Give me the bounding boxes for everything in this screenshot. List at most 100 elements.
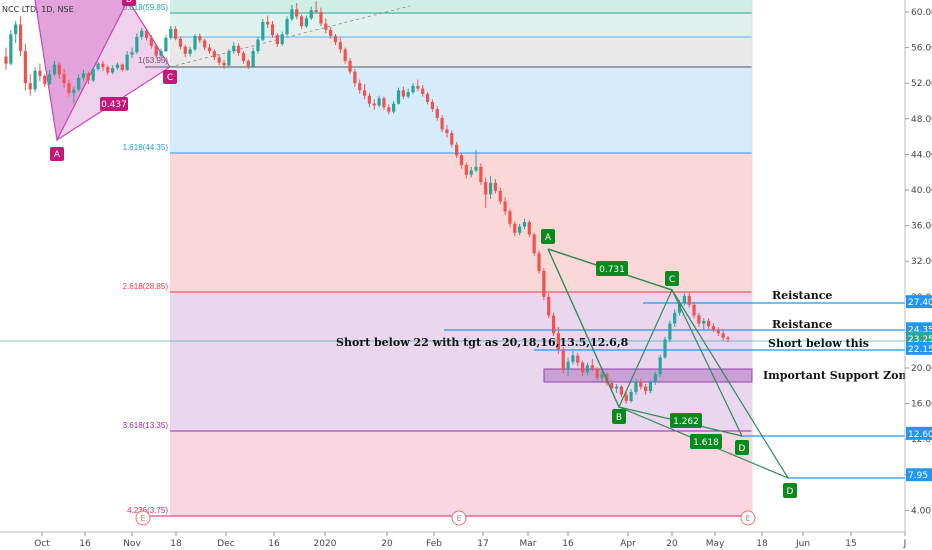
candle-body-31 bbox=[154, 45, 158, 56]
candle-body-118 bbox=[576, 355, 580, 363]
candle-body-52 bbox=[256, 39, 260, 52]
candle-body-5 bbox=[28, 83, 32, 90]
x-axis[interactable]: Oct 16 Nov 18 Dec 16 2020 20 Feb 17 Mar 16 Apr 20 May 1… bbox=[0, 531, 932, 550]
candle-body-127 bbox=[619, 386, 623, 395]
candle-body-20 bbox=[101, 63, 105, 68]
candle-body-83 bbox=[406, 92, 410, 97]
candle-body-111 bbox=[542, 270, 546, 297]
candle-body-56 bbox=[275, 35, 279, 45]
candle-body-81 bbox=[396, 90, 401, 104]
candle-body-25 bbox=[125, 54, 129, 70]
candle-body-99 bbox=[484, 181, 488, 195]
candle-body-121 bbox=[590, 365, 594, 369]
fib-label-5: 4.236(3.75) bbox=[127, 506, 168, 515]
candle-body-73 bbox=[358, 83, 362, 91]
candle-body-126 bbox=[614, 386, 619, 389]
candle-body-146 bbox=[711, 326, 716, 330]
candle-body-62 bbox=[304, 18, 309, 27]
y-axis[interactable]: 60.00 56.00 52.00 48.00 44.00 40.00 36.00 32.00… bbox=[904, 0, 932, 532]
point-d-2b: D bbox=[787, 487, 794, 497]
fib-label-3: 2.618(28.85) bbox=[123, 282, 169, 291]
candle-body-14 bbox=[72, 89, 76, 93]
harmonic-pattern-2: 0.731 1.262 1.618 A B C D D bbox=[541, 229, 797, 498]
candle-body-142 bbox=[692, 304, 696, 316]
candle-body-63 bbox=[309, 10, 313, 19]
y-tick-label-4: 44.00 bbox=[911, 150, 932, 160]
candle-body-106 bbox=[518, 226, 522, 233]
candle-body-1 bbox=[9, 34, 13, 64]
candle-body-115 bbox=[561, 349, 565, 370]
fib-label-0: 0.618(59.85) bbox=[123, 3, 169, 12]
candle-body-149 bbox=[726, 337, 730, 340]
candle-body-36 bbox=[178, 38, 183, 47]
candle-body-2 bbox=[14, 24, 18, 35]
event-marker-2: E bbox=[745, 514, 750, 523]
symbol-label: NCC LTD, 1D, NSE bbox=[2, 5, 74, 14]
x-tick-label-7: 20 bbox=[381, 539, 393, 549]
candle-body-129 bbox=[629, 392, 633, 401]
y-tick-label-1: 56.00 bbox=[911, 44, 932, 54]
candle-body-131 bbox=[639, 381, 643, 387]
candle-body-101 bbox=[493, 182, 498, 191]
price-tag-1 bbox=[906, 322, 932, 336]
x-tick-label-11: 16 bbox=[562, 539, 574, 549]
candle-body-119 bbox=[581, 362, 585, 373]
candle-body-28 bbox=[140, 30, 144, 37]
candle-body-82 bbox=[401, 90, 405, 97]
candle-body-133 bbox=[648, 382, 653, 392]
candle-body-43 bbox=[212, 51, 216, 58]
candle-body-67 bbox=[329, 29, 333, 37]
annotation-short-below: Short below this bbox=[768, 337, 869, 350]
ratio-label-3: 1.618 bbox=[693, 438, 719, 448]
candle-body-110 bbox=[537, 253, 541, 271]
candle-body-29 bbox=[144, 30, 149, 38]
candle-body-134 bbox=[653, 374, 657, 383]
annotation-short-target: Short below 22 with tgt as 20,18,16,13.5… bbox=[336, 336, 629, 349]
event-marker-0: E bbox=[140, 514, 145, 523]
fib-labels: 0.618(59.85) 1(53.95) 1.618(44.35) 2.618… bbox=[123, 3, 169, 515]
candle-body-46 bbox=[227, 51, 231, 66]
candle-body-140 bbox=[682, 295, 686, 304]
candle-body-130 bbox=[634, 381, 638, 393]
candle-body-120 bbox=[585, 365, 590, 373]
candle-body-147 bbox=[716, 329, 720, 334]
annotation-resistance-1: Reistance bbox=[772, 289, 832, 302]
candle-body-60 bbox=[295, 9, 299, 17]
candle-body-12 bbox=[62, 74, 66, 84]
x-tick-label-5: 16 bbox=[268, 539, 280, 549]
price-tag-label-0: 27.40 bbox=[908, 298, 932, 308]
candle-body-10 bbox=[52, 64, 57, 75]
candle-body-88 bbox=[430, 101, 435, 110]
candle-body-15 bbox=[77, 77, 81, 90]
candle-body-72 bbox=[353, 71, 357, 84]
price-tag-3 bbox=[906, 341, 932, 355]
candle-body-7 bbox=[38, 70, 42, 77]
candle-body-4 bbox=[23, 51, 27, 84]
candle-body-39 bbox=[193, 36, 197, 50]
candle-body-94 bbox=[459, 155, 464, 166]
candle-body-77 bbox=[377, 98, 381, 106]
candle-body-13 bbox=[67, 83, 71, 93]
candle-body-70 bbox=[343, 49, 347, 61]
fib-label-4: 3.618(13.35) bbox=[123, 421, 169, 430]
point-c-2: C bbox=[669, 275, 675, 285]
price-tag-label-3: 22.15 bbox=[908, 345, 932, 355]
candle-body-102 bbox=[498, 190, 502, 202]
point-b-2: B bbox=[616, 413, 622, 423]
price-tag-5 bbox=[906, 468, 932, 482]
x-tick-label-0: Oct bbox=[34, 539, 50, 549]
annotations: Reistance Reistance Short below this Imp… bbox=[336, 289, 913, 382]
candle-body-125 bbox=[610, 383, 614, 389]
ratio-label-0: 0.437 bbox=[101, 100, 127, 110]
candle-body-90 bbox=[440, 117, 444, 130]
candle-body-61 bbox=[299, 16, 304, 27]
candle-body-80 bbox=[392, 103, 396, 112]
candle-body-41 bbox=[203, 40, 207, 48]
candle-body-40 bbox=[198, 36, 202, 41]
candle-body-49 bbox=[241, 52, 246, 61]
price-tag-label-4: 12.60 bbox=[908, 430, 932, 440]
price-tag-2 bbox=[906, 332, 932, 346]
candle-body-117 bbox=[571, 355, 575, 362]
price-tag-4 bbox=[906, 426, 932, 440]
